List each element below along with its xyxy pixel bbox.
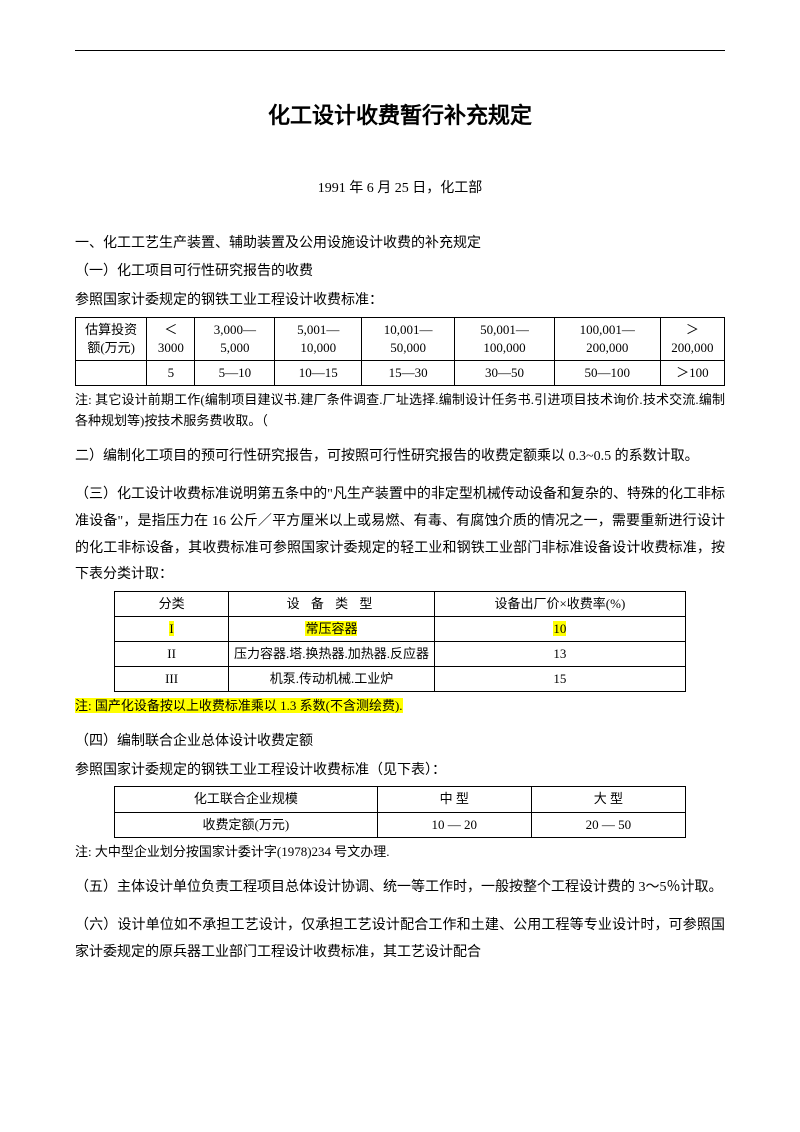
table-row: 分类 设 备 类 型 设备出厂价×收费率(%) bbox=[115, 591, 686, 616]
table-cell: 5—10 bbox=[195, 360, 275, 385]
table-cell: 20 — 50 bbox=[531, 812, 685, 837]
table-cell: 分类 bbox=[115, 591, 229, 616]
table-cell: 10,001—50,000 bbox=[362, 317, 455, 360]
table-cell: 收费定额(万元) bbox=[115, 812, 378, 837]
table-cell: 中 型 bbox=[377, 787, 531, 812]
table-cell: 50—100 bbox=[554, 360, 660, 385]
table-cell: 常压容器 bbox=[229, 616, 435, 641]
table-row: 收费定额(万元) 10 — 20 20 — 50 bbox=[115, 812, 686, 837]
table-cell: 设 备 类 型 bbox=[229, 591, 435, 616]
table-cell: 50,001—100,000 bbox=[455, 317, 555, 360]
paragraph-4-heading: （四）编制联合企业总体设计收费定额 bbox=[75, 729, 725, 756]
table-cell: 10 bbox=[434, 616, 685, 641]
document-subtitle: 1991 年 6 月 25 日，化工部 bbox=[75, 176, 725, 201]
table-cell: 10 — 20 bbox=[377, 812, 531, 837]
table-cell: 压力容器.塔.换热器.加热器.反应器 bbox=[229, 642, 435, 667]
table-cell: ＞100 bbox=[660, 360, 724, 385]
sub-1-line: 参照国家计委规定的钢铁工业工程设计收费标准： bbox=[75, 288, 725, 315]
table-2: 分类 设 备 类 型 设备出厂价×收费率(%) I 常压容器 10 II 压力容… bbox=[114, 591, 686, 693]
highlight: 注: 国产化设备按以上收费标准乘以 1.3 系数(不含测绘费). bbox=[75, 698, 403, 713]
table-cell: ＞200,000 bbox=[660, 317, 724, 360]
highlight: 10 bbox=[553, 621, 566, 636]
paragraph-6: （六）设计单位如不承担工艺设计，仅承担工艺设计配合工作和土建、公用工程等专业设计… bbox=[75, 913, 725, 966]
table-cell: ＜3000 bbox=[147, 317, 195, 360]
table-row: I 常压容器 10 bbox=[115, 616, 686, 641]
highlight: I bbox=[169, 621, 173, 636]
table-row: 估算投资额(万元) ＜3000 3,000—5,000 5,001—10,000… bbox=[76, 317, 725, 360]
paragraph-5: （五）主体设计单位负责工程项目总体设计协调、统一等工作时，一般按整个工程设计费的… bbox=[75, 875, 725, 902]
paragraph-4-line: 参照国家计委规定的钢铁工业工程设计收费标准（见下表）： bbox=[75, 758, 725, 785]
table-cell: 10—15 bbox=[275, 360, 362, 385]
table-cell bbox=[76, 360, 147, 385]
highlight: 常压容器 bbox=[305, 621, 357, 636]
note-1: 注: 其它设计前期工作(编制项目建议书.建厂条件调查.厂址选择.编制设计任务书.… bbox=[75, 390, 725, 432]
table-cell: II bbox=[115, 642, 229, 667]
table-row: II 压力容器.塔.换热器.加热器.反应器 13 bbox=[115, 642, 686, 667]
table-cell: 5 bbox=[147, 360, 195, 385]
sub-1-heading: （一）化工项目可行性研究报告的收费 bbox=[75, 259, 725, 286]
table-cell: 3,000—5,000 bbox=[195, 317, 275, 360]
table-cell: I bbox=[115, 616, 229, 641]
table-cell: 大 型 bbox=[531, 787, 685, 812]
paragraph-3: （三）化工设计收费标准说明第五条中的"凡生产装置中的非定型机械传动设备和复杂的、… bbox=[75, 482, 725, 588]
document-title: 化工设计收费暂行补充规定 bbox=[75, 96, 725, 136]
note-3: 注: 大中型企业划分按国家计委计字(1978)234 号文办理. bbox=[75, 842, 725, 863]
table-cell: III bbox=[115, 667, 229, 692]
table-row: III 机泵.传动机械.工业炉 15 bbox=[115, 667, 686, 692]
table-row: 5 5—10 10—15 15—30 30—50 50—100 ＞100 bbox=[76, 360, 725, 385]
table-3: 化工联合企业规模 中 型 大 型 收费定额(万元) 10 — 20 20 — 5… bbox=[114, 786, 686, 837]
table-cell: 15 bbox=[434, 667, 685, 692]
table-cell: 30—50 bbox=[455, 360, 555, 385]
table-cell: 估算投资额(万元) bbox=[76, 317, 147, 360]
section-1-heading: 一、化工工艺生产装置、辅助装置及公用设施设计收费的补充规定 bbox=[75, 231, 725, 258]
table-cell: 15—30 bbox=[362, 360, 455, 385]
paragraph-2: 二）编制化工项目的预可行性研究报告，可按照可行性研究报告的收费定额乘以 0.3~… bbox=[75, 444, 725, 471]
table-cell: 化工联合企业规模 bbox=[115, 787, 378, 812]
table-cell: 5,001—10,000 bbox=[275, 317, 362, 360]
top-rule bbox=[75, 50, 725, 51]
table-row: 化工联合企业规模 中 型 大 型 bbox=[115, 787, 686, 812]
table-1: 估算投资额(万元) ＜3000 3,000—5,000 5,001—10,000… bbox=[75, 317, 725, 387]
table-cell: 机泵.传动机械.工业炉 bbox=[229, 667, 435, 692]
note-2: 注: 国产化设备按以上收费标准乘以 1.3 系数(不含测绘费). bbox=[75, 696, 725, 717]
table-cell: 13 bbox=[434, 642, 685, 667]
table-cell: 设备出厂价×收费率(%) bbox=[434, 591, 685, 616]
table-cell: 100,001—200,000 bbox=[554, 317, 660, 360]
